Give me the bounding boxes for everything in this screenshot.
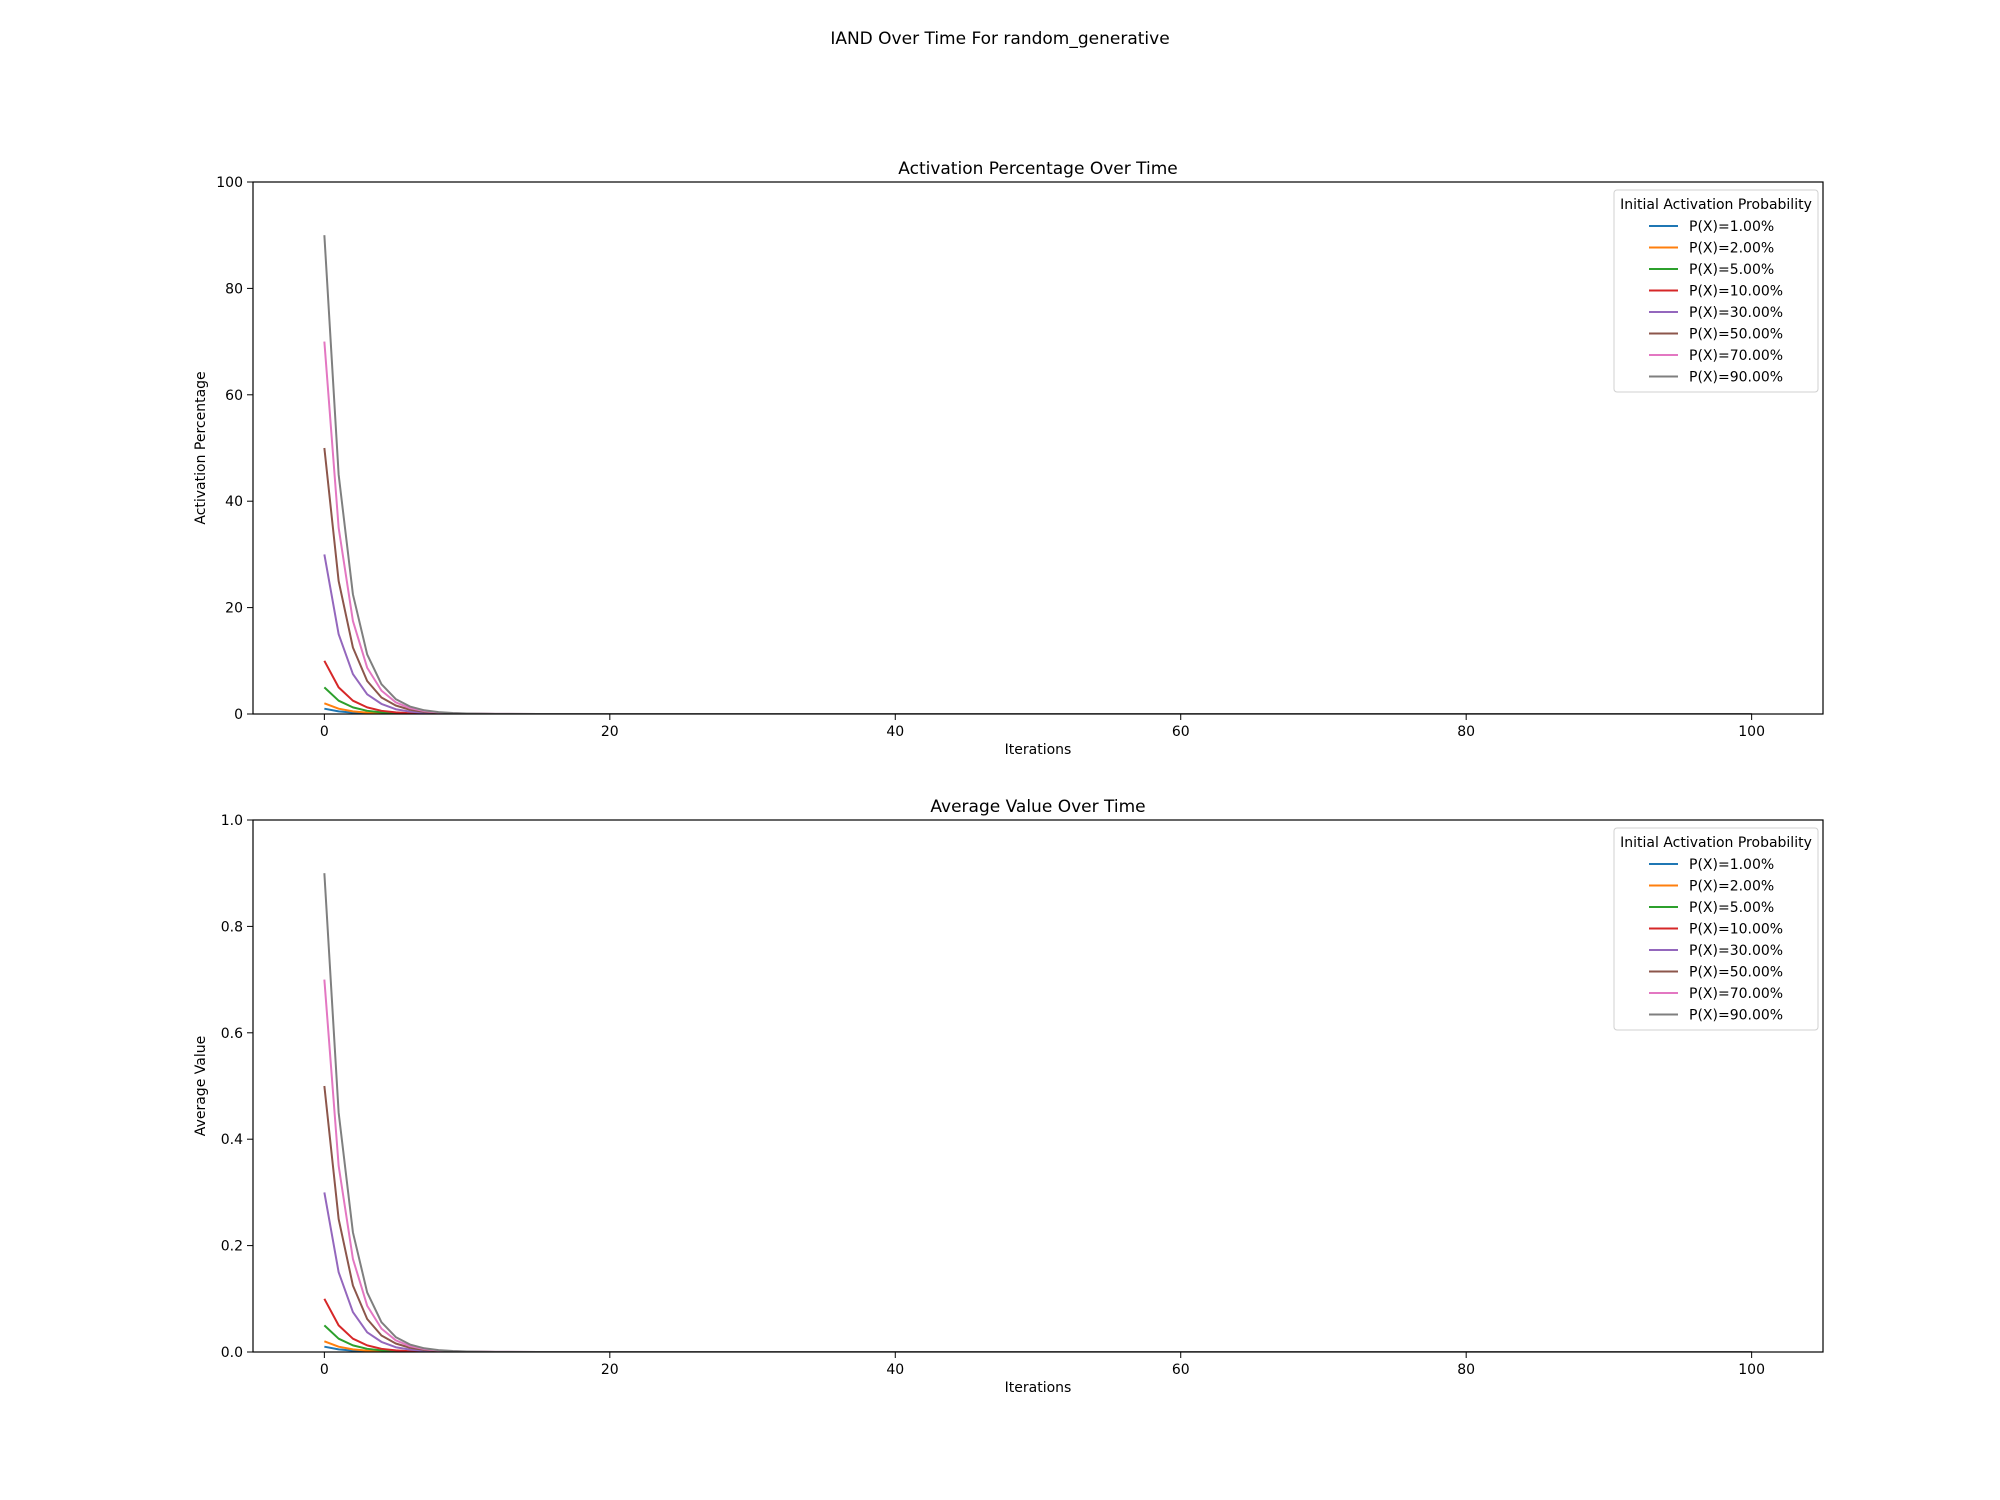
legend-label-8: P(X)=90.00% [1689,1008,1783,1024]
legend-label-2: P(X)=2.00% [1689,241,1774,257]
chart-title: Average Value Over Time [930,797,1145,817]
x-tick-label: 20 [601,724,619,740]
y-tick-label: 20 [225,601,243,617]
series-line-2 [324,1340,1752,1352]
legend-label-1: P(X)=1.00% [1689,219,1774,235]
legend-label-4: P(X)=10.00% [1689,922,1783,938]
x-tick-label: 100 [1738,1362,1765,1378]
y-tick-label: 0.8 [221,919,243,935]
x-tick-label: 60 [1172,1362,1190,1378]
legend-label-4: P(X)=10.00% [1689,284,1783,300]
figure-suptitle: IAND Over Time For random_generative [830,29,1169,49]
y-tick-label: 0 [234,707,243,723]
legend-label-1: P(X)=1.00% [1689,857,1774,873]
y-tick-label: 0.6 [221,1026,243,1042]
legend-label-6: P(X)=50.00% [1689,327,1783,343]
x-tick-label: 0 [320,724,329,740]
x-tick-label: 40 [886,1362,904,1378]
y-tick-label: 80 [225,281,243,297]
legend-label-5: P(X)=30.00% [1689,943,1783,959]
legend: Initial Activation Probability P(X)=1.00%… [1613,827,1819,1031]
y-tick-label: 0.4 [221,1132,243,1148]
y-axis-label: Average Value [193,1036,209,1136]
y-tick-label: 100 [216,175,243,191]
legend-label-7: P(X)=70.00% [1689,348,1783,364]
legend: Initial Activation Probability P(X)=1.00%… [1613,189,1819,393]
chart-panel-1: Activation Percentage Over Time 0 20 40 60 80… [193,159,1824,758]
x-tick-label: 80 [1457,1362,1475,1378]
plot-frame [252,819,1824,1353]
series-line-2 [324,702,1752,714]
series-line-3 [323,1324,1752,1352]
x-tick-label: 40 [886,724,904,740]
legend-label-7: P(X)=70.00% [1689,986,1783,1002]
legend-label-5: P(X)=30.00% [1689,305,1783,321]
x-axis-label: Iterations [1005,742,1072,758]
x-tick-label: 20 [601,1362,619,1378]
x-tick-label: 100 [1738,724,1765,740]
legend-box [1613,189,1819,393]
legend-box [1613,827,1819,1031]
legend-label-2: P(X)=2.00% [1689,879,1774,895]
charts-container: Activation Percentage Over Time 0 20 40 60 80… [193,159,1824,1396]
legend-label-3: P(X)=5.00% [1689,262,1774,278]
x-tick-label: 80 [1457,724,1475,740]
y-tick-label: 0.2 [221,1239,243,1255]
chart-title: Activation Percentage Over Time [898,159,1177,179]
chart-panel-2: Average Value Over Time 0 20 40 60 80 100 Itera… [193,797,1824,1396]
legend-label-6: P(X)=50.00% [1689,965,1783,981]
legend-title: Initial Activation Probability [1620,197,1812,213]
y-tick-label: 1.0 [221,813,243,829]
x-axis-label: Iterations [1005,1380,1072,1396]
y-tick-label: 0.0 [221,1345,243,1361]
y-tick-label: 60 [225,388,243,404]
legend-title: Initial Activation Probability [1620,835,1812,851]
plot-frame [252,181,1824,715]
y-tick-label: 40 [225,494,243,510]
series-line-3 [323,686,1752,714]
legend-label-3: P(X)=5.00% [1689,900,1774,916]
x-tick-label: 60 [1172,724,1190,740]
legend-label-8: P(X)=90.00% [1689,370,1783,386]
x-tick-label: 0 [320,1362,329,1378]
y-axis-label: Activation Percentage [193,371,209,524]
